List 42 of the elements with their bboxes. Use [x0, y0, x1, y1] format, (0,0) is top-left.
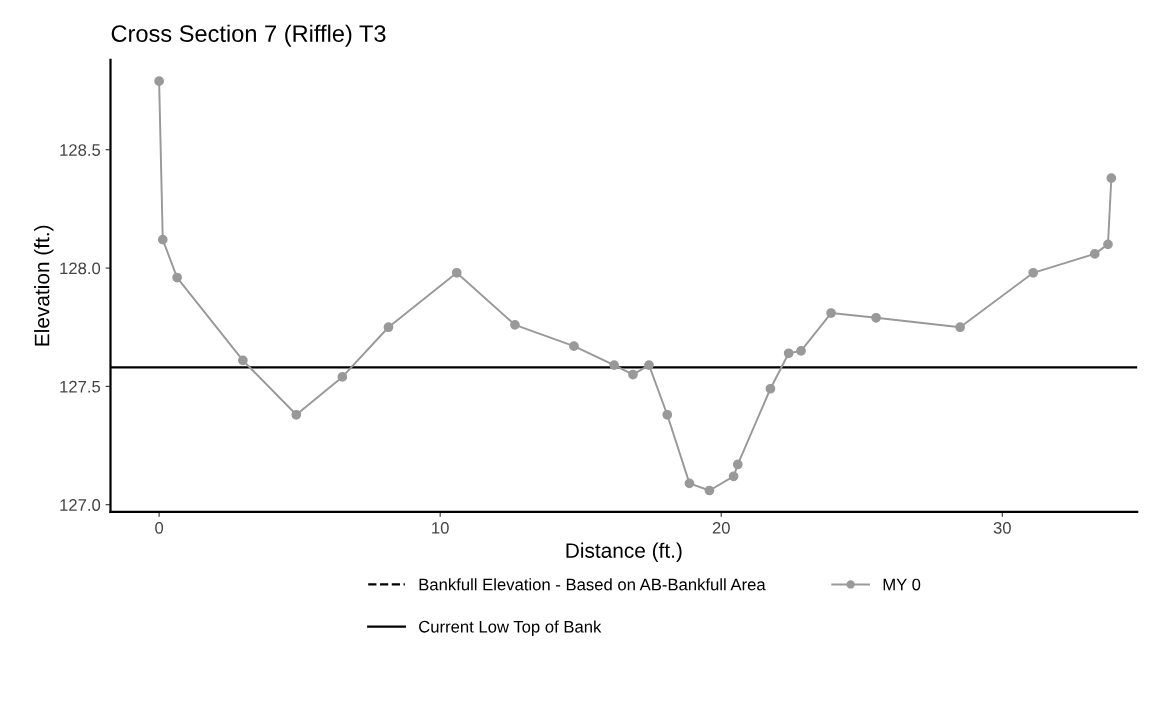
- point: [1089, 249, 1100, 259]
- point: [704, 485, 715, 496]
- legend-label: Current Low Top of Bank: [419, 620, 602, 636]
- point: [628, 369, 638, 380]
- y-tick-label: 127.0: [60, 499, 101, 511]
- y-tick-label: 128.5: [60, 144, 101, 156]
- point: [1106, 173, 1117, 184]
- point: [684, 478, 695, 489]
- x-axis-title: Distance (ft.): [566, 542, 682, 563]
- point: [291, 409, 302, 420]
- point: [1028, 267, 1039, 278]
- x-tick-label: 20: [712, 521, 730, 534]
- point: [728, 471, 739, 482]
- point: [662, 409, 673, 420]
- x-tick-label: 30: [993, 521, 1011, 534]
- point: [1103, 239, 1113, 250]
- point: [510, 320, 520, 330]
- point: [154, 76, 164, 86]
- point: [955, 322, 965, 333]
- point: [871, 312, 881, 323]
- point: [796, 346, 806, 356]
- point: [783, 348, 794, 359]
- text: Bankfull Elevation - Based on AB-Bankfull Area: [419, 578, 766, 591]
- point: [157, 234, 168, 245]
- point: [451, 267, 462, 278]
- y-axis-title: Elevation (ft.): [34, 225, 54, 346]
- y-tick-label: 127.5: [60, 380, 101, 393]
- chart-title: Cross Section 7 (Riffle) T3: [111, 24, 386, 47]
- y-tick-label: 128.0: [60, 262, 101, 275]
- point: [644, 360, 654, 370]
- point: [337, 372, 348, 382]
- point: [732, 459, 743, 470]
- point: [826, 308, 836, 318]
- point: [569, 341, 579, 352]
- legend-label: MY 0: [883, 578, 921, 591]
- x-tick-label: 10: [432, 521, 449, 534]
- point: [238, 355, 248, 366]
- point: [765, 383, 776, 394]
- point: [383, 322, 394, 333]
- x-tick-label: 0: [155, 521, 164, 534]
- point: [172, 272, 182, 283]
- point: [609, 360, 620, 370]
